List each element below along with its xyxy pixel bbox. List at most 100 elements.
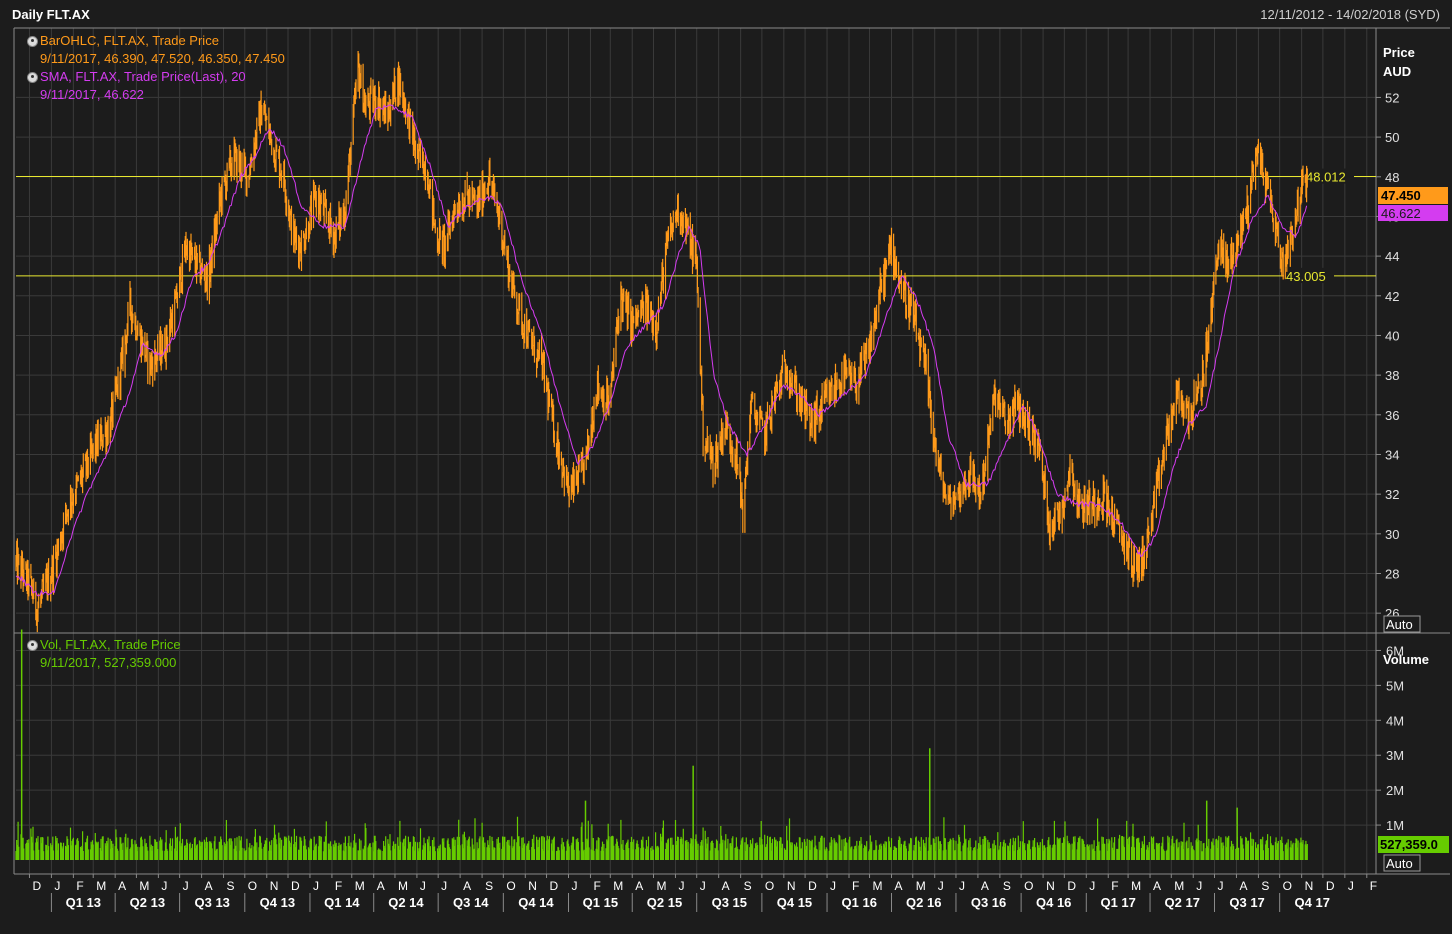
sma-legend-row[interactable]: SMA, FLT.AX, Trade Price(Last), 20 bbox=[27, 68, 285, 86]
volume-tick-label: 1M bbox=[1386, 818, 1404, 833]
month-tick-label: J bbox=[700, 879, 706, 893]
price-tick-label: 38 bbox=[1385, 368, 1399, 383]
price-tick-label: 32 bbox=[1385, 487, 1399, 502]
month-tick-label: J bbox=[313, 879, 319, 893]
month-tick-label: D bbox=[808, 879, 817, 893]
month-tick-label: M bbox=[657, 879, 667, 893]
volume-auto-button[interactable] bbox=[1383, 854, 1421, 872]
month-tick-label: O bbox=[1283, 879, 1292, 893]
month-tick-label: F bbox=[76, 879, 83, 893]
month-tick-label: J bbox=[1218, 879, 1224, 893]
last-volume-badge bbox=[1378, 836, 1449, 853]
chart-title: Daily FLT.AX bbox=[12, 7, 90, 22]
volume-tick-label: 2M bbox=[1386, 783, 1404, 798]
price-legend: BarOHLC, FLT.AX, Trade Price 9/11/2017, … bbox=[27, 32, 285, 104]
sma-toggle-icon[interactable] bbox=[27, 71, 38, 83]
month-tick-label: J bbox=[938, 879, 944, 893]
date-range: 12/11/2012 - 14/02/2018 (SYD) bbox=[1260, 7, 1440, 22]
month-tick-label: A bbox=[205, 879, 213, 893]
month-tick-label: F bbox=[335, 879, 342, 893]
vol-legend-row[interactable]: Vol, FLT.AX, Trade Price bbox=[27, 636, 181, 654]
price-ticks: 2628303234363840424446485052 bbox=[1376, 90, 1399, 621]
volume-tick-label: 5M bbox=[1386, 678, 1404, 693]
month-tick-label: A bbox=[722, 879, 730, 893]
quarter-tick-label: Q2 14 bbox=[388, 895, 424, 910]
price-auto-button[interactable] bbox=[1383, 615, 1421, 633]
quarter-tick-label: Q3 15 bbox=[712, 895, 747, 910]
month-tick-label: D bbox=[1067, 879, 1076, 893]
price-auto-label: Auto bbox=[1386, 617, 1413, 632]
month-tick-label: A bbox=[118, 879, 126, 893]
month-tick-label: J bbox=[1348, 879, 1354, 893]
month-tick-label: A bbox=[463, 879, 471, 893]
price-tick-label: 42 bbox=[1385, 289, 1399, 304]
month-tick-label: N bbox=[270, 879, 279, 893]
quarter-tick-label: Q3 13 bbox=[194, 895, 229, 910]
month-tick-label: O bbox=[1024, 879, 1033, 893]
month-tick-label: A bbox=[1153, 879, 1161, 893]
quarter-tick-label: Q3 14 bbox=[453, 895, 489, 910]
quarter-tick-label: Q1 14 bbox=[324, 895, 360, 910]
month-tick-label: F bbox=[1370, 879, 1377, 893]
month-tick-label: J bbox=[183, 879, 189, 893]
quarter-tick-label: Q4 16 bbox=[1036, 895, 1071, 910]
sma-legend-title: SMA, FLT.AX, Trade Price(Last), 20 bbox=[40, 69, 246, 84]
month-tick-label: F bbox=[852, 879, 859, 893]
month-tick-label: N bbox=[787, 879, 796, 893]
volume-tick-label: 4M bbox=[1386, 713, 1404, 728]
month-tick-label: O bbox=[506, 879, 515, 893]
quarter-tick-label: Q4 14 bbox=[518, 895, 554, 910]
quarter-tick-label: Q2 16 bbox=[906, 895, 941, 910]
month-tick-label: M bbox=[613, 879, 623, 893]
quarter-tick-label: Q3 16 bbox=[971, 895, 1006, 910]
month-tick-label: S bbox=[1003, 879, 1011, 893]
quarter-tick-label: Q1 17 bbox=[1100, 895, 1135, 910]
month-tick-label: M bbox=[96, 879, 106, 893]
quarter-tick-label: Q4 13 bbox=[260, 895, 295, 910]
vol-toggle-icon[interactable] bbox=[27, 639, 38, 651]
volume-bars-path bbox=[15, 816, 1308, 860]
price-tick-label: 28 bbox=[1385, 566, 1399, 581]
month-tick-label: J bbox=[54, 879, 60, 893]
month-tick-label: N bbox=[1305, 879, 1314, 893]
month-tick-label: M bbox=[1131, 879, 1141, 893]
price-tick-label: 50 bbox=[1385, 130, 1399, 145]
month-tick-label: A bbox=[981, 879, 989, 893]
sma-line bbox=[15, 104, 1308, 597]
volume-axis-title: Volume bbox=[1383, 652, 1429, 667]
month-tick-label: D bbox=[550, 879, 559, 893]
ohlc-toggle-icon[interactable] bbox=[27, 35, 38, 47]
ohlc-legend-row[interactable]: BarOHLC, FLT.AX, Trade Price bbox=[27, 32, 285, 50]
volume-tick-label: 3M bbox=[1386, 748, 1404, 763]
quarter-tick-label: Q2 15 bbox=[647, 895, 682, 910]
quarter-tick-label: Q2 17 bbox=[1165, 895, 1200, 910]
month-tick-label: J bbox=[678, 879, 684, 893]
sma-badge bbox=[1378, 205, 1448, 221]
price-tick-label: 40 bbox=[1385, 328, 1399, 343]
month-tick-label: S bbox=[227, 879, 235, 893]
month-tick-label: O bbox=[248, 879, 257, 893]
price-tick-label: 34 bbox=[1385, 447, 1399, 462]
volume-auto-label: Auto bbox=[1386, 856, 1413, 871]
price-axis-unit: AUD bbox=[1383, 64, 1411, 79]
price-tick-label: 44 bbox=[1385, 249, 1399, 264]
month-tick-label: A bbox=[895, 879, 903, 893]
hline-label: 43.005 bbox=[1286, 269, 1326, 284]
month-tick-label: D bbox=[1326, 879, 1335, 893]
month-tick-label: M bbox=[398, 879, 408, 893]
ohlc-legend-title: BarOHLC, FLT.AX, Trade Price bbox=[40, 33, 219, 48]
month-tick-label: S bbox=[744, 879, 752, 893]
month-tick-label: D bbox=[32, 879, 41, 893]
price-tick-label: 36 bbox=[1385, 408, 1399, 423]
hline-label: 48.012 bbox=[1306, 170, 1346, 185]
last-price-badge bbox=[1378, 187, 1448, 204]
month-tick-label: N bbox=[528, 879, 537, 893]
volume-ticks: 1M 2M 3M 4M 5M 6M bbox=[1376, 643, 1404, 833]
ohlc-legend-values: 9/11/2017, 46.390, 47.520, 46.350, 47.45… bbox=[40, 51, 285, 66]
quarter-tick-label: Q4 15 bbox=[777, 895, 812, 910]
month-tick-label: M bbox=[1174, 879, 1184, 893]
sma-label: 46.622 bbox=[1381, 206, 1421, 221]
month-tick-label: D bbox=[291, 879, 300, 893]
month-tick-label: S bbox=[1261, 879, 1269, 893]
